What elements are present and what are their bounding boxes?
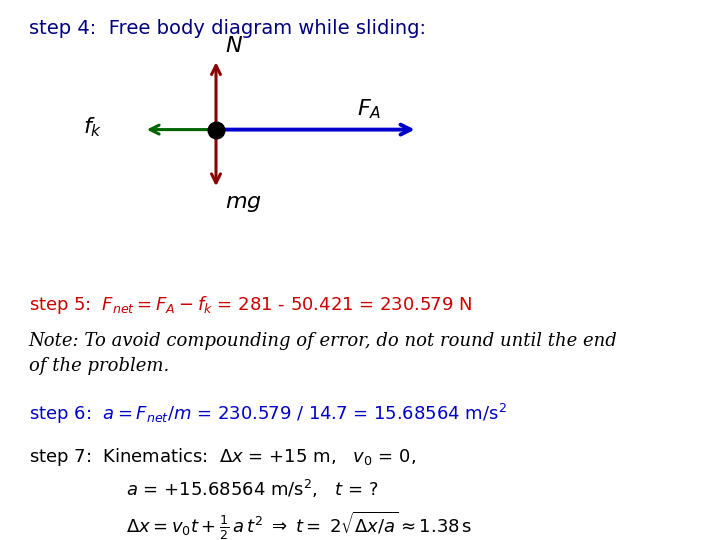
Text: step 5:  $F_{net} = F_A - f_k$ = 281 - 50.421 = 230.579 N: step 5: $F_{net} = F_A - f_k$ = 281 - 50… [29,294,472,316]
Text: step 7:  Kinematics:  $\Delta x$ = +15 m,   $v_0$ = 0,: step 7: Kinematics: $\Delta x$ = +15 m, … [29,446,416,468]
Text: $a$ = +15.68564 m/s$^2$,   $t$ = ?: $a$ = +15.68564 m/s$^2$, $t$ = ? [126,478,379,500]
Text: $F_A$: $F_A$ [357,98,382,122]
Text: $N$: $N$ [225,35,243,57]
Text: $mg$: $mg$ [225,192,261,214]
Text: step 4:  Free body diagram while sliding:: step 4: Free body diagram while sliding: [29,19,426,38]
Text: $f_k$: $f_k$ [83,115,102,139]
Text: $\Delta x = v_0 t + \frac{1}{2}\,a\,t^2$$\;\Rightarrow\;$$t =\; 2\sqrt{\Delta x/: $\Delta x = v_0 t + \frac{1}{2}\,a\,t^2$… [126,510,472,540]
Text: step 6:  $a = F_{net}/m$ = 230.579 / 14.7 = 15.68564 m/s$^2$: step 6: $a = F_{net}/m$ = 230.579 / 14.7… [29,402,507,427]
Text: Note: To avoid compounding of error, do not round until the end
of the problem.: Note: To avoid compounding of error, do … [29,332,618,375]
